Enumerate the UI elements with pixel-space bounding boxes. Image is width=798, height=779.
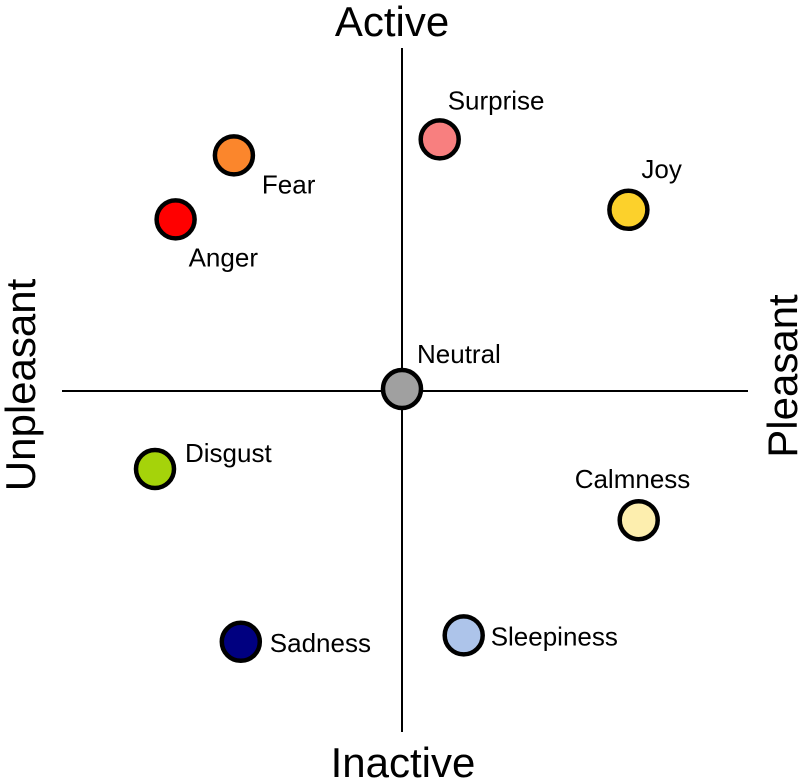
emotion-dot-anger — [154, 198, 197, 241]
emotion-label-neutral: Neutral — [417, 339, 501, 369]
axis-label-pleasant: Pleasant — [759, 294, 798, 458]
emotion-dot-fear — [212, 134, 256, 177]
emotion-label-sleepiness: Sleepiness — [491, 621, 618, 651]
emotion-label-anger: Anger — [189, 242, 259, 272]
axis-label-inactive: Inactive — [331, 739, 476, 779]
emotion-label-calmness: Calmness — [575, 464, 691, 494]
emotion-label-joy: Joy — [641, 154, 681, 184]
emotion-dot-calmness — [617, 498, 660, 542]
emotion-dot-neutral — [380, 367, 424, 411]
emotion-dot-sadness — [219, 620, 263, 664]
emotion-label-sadness: Sadness — [270, 628, 371, 658]
emotion-label-surprise: Surprise — [448, 85, 545, 115]
emotion-points: Surprise Joy Fear Anger Neutral Disgust Calmne… — [133, 85, 691, 664]
emotion-dot-joy — [607, 188, 650, 232]
emotion-label-fear: Fear — [262, 169, 316, 199]
axis-label-active: Active — [335, 0, 449, 45]
emotion-dot-surprise — [418, 118, 461, 161]
emotion-dot-disgust — [133, 447, 177, 491]
emotion-label-disgust: Disgust — [185, 438, 272, 468]
emotion-dot-sleepiness — [442, 614, 485, 657]
axis-label-unpleasant: Unpleasant — [0, 278, 44, 491]
